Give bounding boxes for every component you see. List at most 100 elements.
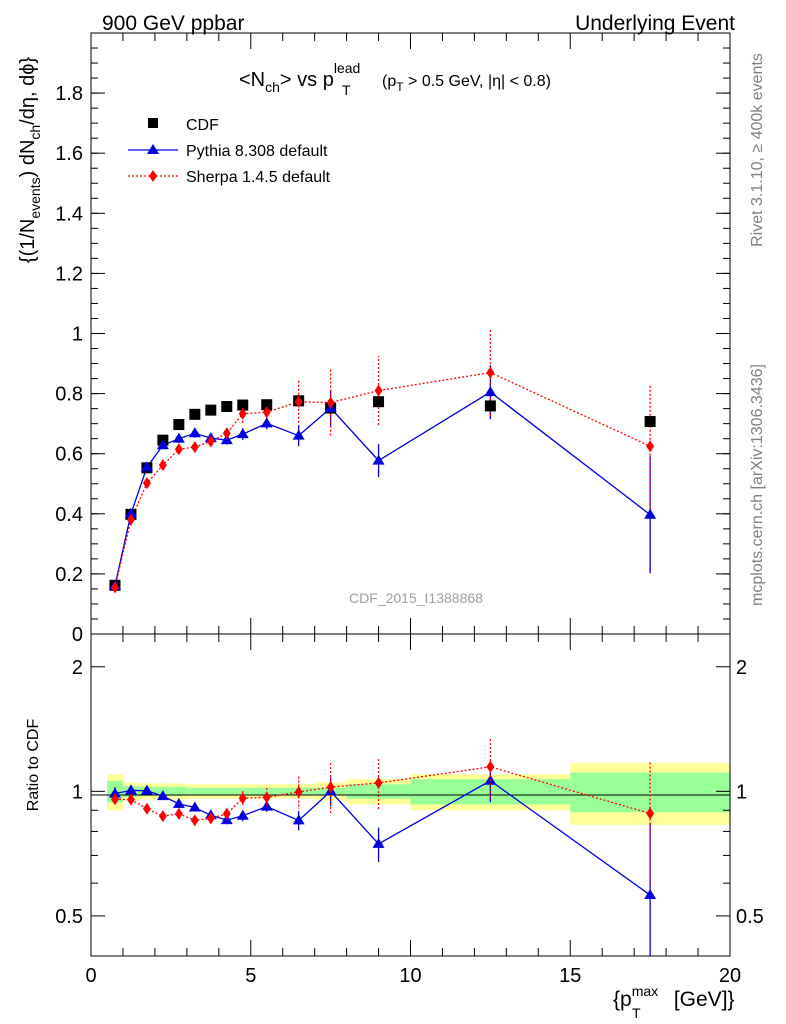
main-series: [108, 328, 657, 594]
cdf-point: [261, 399, 273, 411]
ratio-y-tick-label: 0.5: [55, 906, 83, 928]
pythia-ratio-point: [108, 787, 121, 798]
ratio-y-tick-label: 2: [72, 657, 83, 679]
ratio-bands: [106, 763, 730, 825]
cdf-point: [484, 400, 496, 412]
ratio-series: [108, 739, 657, 956]
ratio-band-stat: [202, 787, 219, 795]
sherpa-point: [238, 407, 247, 420]
header-left-title: 900 GeV ppbar: [102, 12, 244, 35]
pythia-point: [292, 429, 305, 440]
pythia-point: [260, 417, 273, 428]
ylabel-a-sub: events: [27, 177, 43, 218]
sherpa-ratio-point: [190, 814, 199, 827]
ratio-x-axis: [90, 634, 731, 956]
sherpa-ratio-line: [114, 766, 651, 822]
y-axis-label: {(1/Nevents) dNch/dη, dϕ}: [17, 57, 43, 264]
pythia-point: [236, 428, 249, 439]
sherpa-ratio-point: [126, 793, 135, 806]
title-cut-a-sub: T: [396, 80, 404, 94]
mcplots-label: mcplots.cern.ch [arXiv:1306.3436]: [749, 364, 766, 606]
pythia-ratio-point: [140, 784, 153, 795]
y-tick-label: 0.8: [55, 384, 83, 406]
y-tick-label: 1.6: [55, 143, 83, 165]
xlabel-a: {p: [613, 988, 632, 1011]
sherpa-point: [142, 477, 151, 490]
cdf-point: [644, 416, 656, 428]
pythia-line: [114, 391, 651, 587]
x-tick-label: 5: [245, 965, 256, 987]
sherpa-ratio-point: [238, 792, 247, 805]
pythia-ratio-point: [372, 837, 385, 848]
legend-sherpa-label: Sherpa 1.4.5 default: [186, 169, 331, 186]
x-tick-label: 15: [559, 965, 581, 987]
sherpa-ratio-point: [646, 807, 655, 820]
sherpa-point: [222, 427, 231, 440]
y-tick-label: 0.4: [55, 504, 83, 526]
pythia-point: [644, 508, 657, 519]
pythia-ratio-point: [644, 889, 657, 900]
legend: CDF Pythia 8.308 default Sherpa 1.4.5 de…: [128, 117, 331, 186]
ratio-band-stat: [218, 787, 235, 795]
ratio-y-tick-label-right: 0.5: [736, 906, 764, 928]
ylabel-a: {(1/N: [17, 219, 39, 263]
ratio-y-axis-label: Ratio to CDF: [25, 719, 42, 812]
sherpa-point: [126, 513, 135, 526]
legend-pythia-marker: [147, 144, 159, 154]
pythia-point: [484, 386, 497, 397]
y-tick-label: 0.2: [55, 564, 83, 586]
main-y-axis: 0 0.2 0.4 0.6 0.8 1 1.2 1.4 1.6 1.8: [55, 47, 730, 646]
x-tick-label: 10: [399, 965, 421, 987]
x-tick-label: 0: [85, 965, 96, 987]
sherpa-ratio-point: [206, 812, 215, 825]
legend-sherpa-marker: [149, 170, 157, 182]
rivet-label: Rivet 3.1.10, ≥ 400k events: [749, 53, 766, 247]
sherpa-ratio-point: [294, 786, 303, 799]
sherpa-point: [174, 443, 183, 456]
header-right-title: Underlying Event: [575, 12, 735, 35]
sherpa-point: [646, 440, 655, 453]
xlabel-a-sub: T: [632, 1005, 641, 1021]
y-tick-label: 1.2: [55, 263, 83, 285]
pythia-ratio-point: [188, 801, 201, 812]
ylabel-c: /dη, dϕ}: [17, 57, 39, 125]
xlabel-b: [GeV]}: [668, 988, 735, 1011]
sherpa-point: [486, 366, 495, 379]
pythia-point: [188, 427, 201, 438]
legend-cdf-marker: [148, 118, 158, 128]
main-x-axis: [90, 33, 731, 634]
cdf-point: [173, 419, 185, 431]
title-cut-a: (p: [382, 73, 396, 90]
x-axis-label: {pmax T [GeV]}: [613, 983, 735, 1021]
sherpa-point: [158, 459, 167, 472]
sherpa-point: [262, 406, 271, 419]
y-tick-label: 1.4: [55, 203, 83, 225]
cdf-point: [373, 396, 385, 408]
sherpa-point: [294, 395, 303, 408]
sherpa-ratio-point: [374, 776, 383, 789]
ratio-y-tick-label-right: 2: [736, 657, 747, 679]
pythia-point: [124, 507, 137, 518]
pythia-point: [172, 432, 185, 443]
sherpa-point: [206, 435, 215, 448]
sherpa-ratio-point: [142, 802, 151, 815]
sherpa-ratio-point: [110, 793, 119, 806]
ratio-panel: 0.5 0.5 1 1 2 2 Ratio to CDF: [25, 633, 764, 957]
x-tick-labels: 0 5 10 15 20: [85, 965, 741, 987]
legend-cdf-label: CDF: [186, 117, 219, 134]
sherpa-ratio-point: [158, 810, 167, 823]
chart-title: <Nch> vs plead T (pT > 0.5 GeV, |η| < 0.8): [239, 60, 551, 98]
sherpa-ratio-point: [174, 807, 183, 820]
sherpa-ratio-point: [222, 807, 231, 820]
pythia-ratio-point: [236, 809, 249, 820]
title-mid: > vs p: [280, 69, 334, 91]
sherpa-point: [190, 441, 199, 454]
cdf-point: [205, 404, 217, 416]
analysis-watermark: CDF_2015_I1388868: [349, 590, 483, 606]
cdf-point: [237, 399, 249, 411]
pythia-ratio-point: [156, 790, 169, 801]
y-tick-label: 1: [72, 324, 83, 346]
sherpa-point: [326, 396, 335, 409]
pythia-ratio-point: [172, 797, 185, 808]
